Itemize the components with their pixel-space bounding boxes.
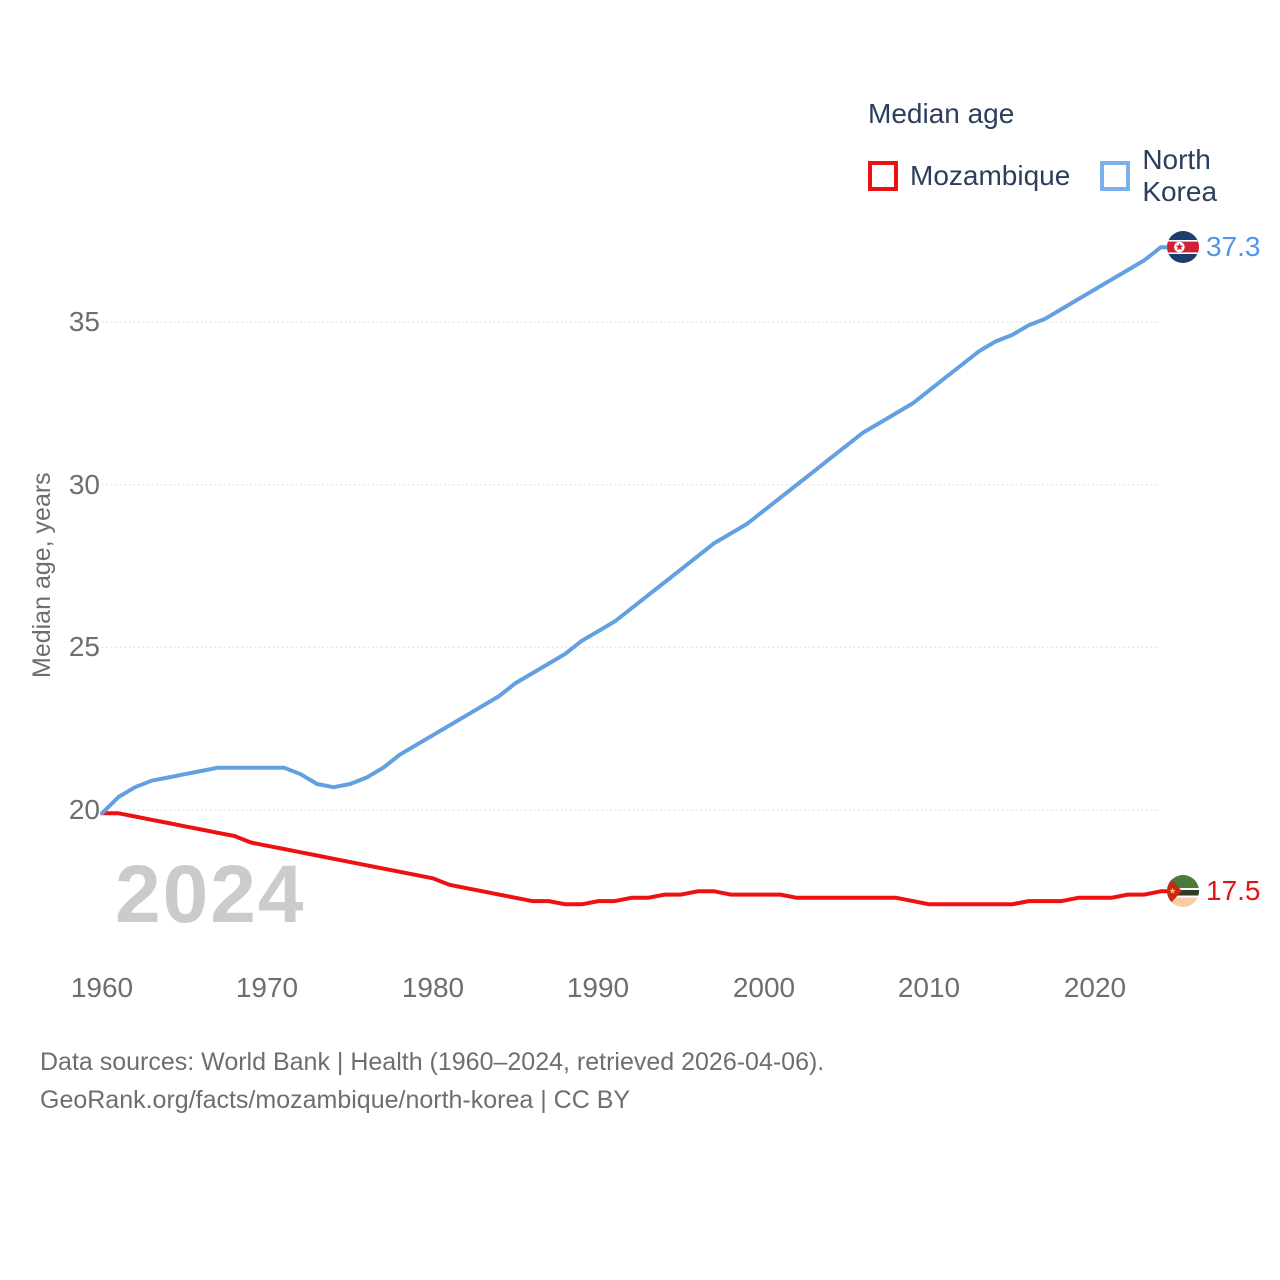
legend-label-north-korea: North Korea [1142,144,1218,207]
north-korea-swatch-icon [1100,161,1131,191]
x-tick-2010: 2010 [897,972,961,1003]
y-tick-20: 20 [68,794,100,825]
series-line-mozambique [100,811,1172,907]
mozambique-swatch-icon [868,161,898,191]
y-tick-35: 35 [68,306,100,337]
series-lines [100,245,1172,907]
x-tick-1990: 1990 [566,972,630,1003]
end-value-mozambique: 17.5 [1206,875,1261,906]
mozambique-flag-icon [1167,875,1199,907]
footer-attribution: GeoRank.org/facts/mozambique/north-korea… [40,1086,631,1114]
north-korea-flag-icon [1167,231,1199,263]
x-tick-1970: 1970 [235,972,299,1003]
legend-item-north-korea[interactable]: North Korea [1100,144,1280,208]
legend: Median age Mozambique North Korea [868,98,1280,208]
x-tick-2000: 2000 [732,972,796,1003]
end-value-north-korea: 37.3 [1206,231,1261,262]
x-tick-2020: 2020 [1063,972,1127,1003]
legend-item-mozambique[interactable]: Mozambique [868,160,1070,192]
legend-title: Median age [868,98,1015,129]
watermark-year: 2024 [115,849,306,940]
x-tick-1980: 1980 [401,972,465,1003]
y-tick-25: 25 [68,631,100,662]
footer-data-sources: Data sources: World Bank | Health (1960–… [40,1048,825,1076]
legend-label-mozambique: Mozambique [910,160,1071,191]
legend-row: Mozambique North Korea [868,144,1280,208]
chart-plot-area [100,231,1199,907]
y-tick-30: 30 [68,469,100,500]
series-line-north-korea [100,245,1172,816]
x-tick-1960: 1960 [70,972,134,1003]
gridlines [102,321,1160,811]
